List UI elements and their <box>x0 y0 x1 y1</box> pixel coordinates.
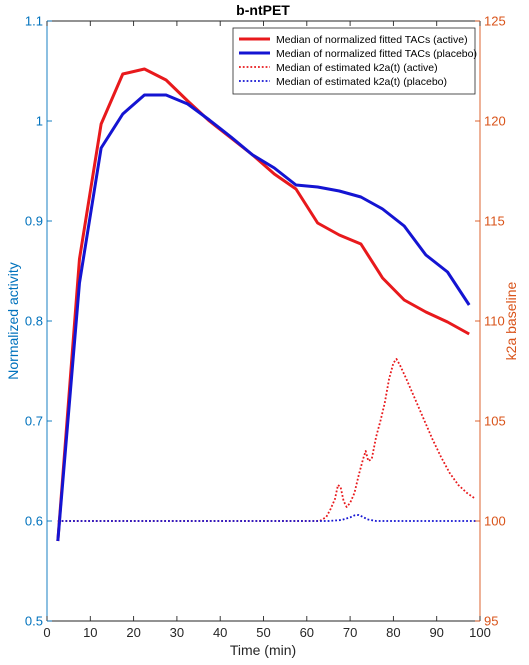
x-tick-label: 90 <box>429 625 443 640</box>
x-tick-label: 80 <box>386 625 400 640</box>
y-tick-label-left: 0.5 <box>25 614 43 629</box>
y-tick-label-left: 1.1 <box>25 14 43 29</box>
y-tick-label-right: 125 <box>484 14 506 29</box>
y-axis-label: Normalized activity <box>5 262 21 379</box>
legend-label: Median of normalized fitted TACs (placeb… <box>276 48 477 60</box>
x-axis-label: Time (min) <box>230 642 296 658</box>
y-tick-label-right: 95 <box>484 614 498 629</box>
y-tick-label-left: 0.7 <box>25 414 43 429</box>
legend-items: Median of normalized fitted TACs (active… <box>239 34 477 88</box>
x-tick-label: 100 <box>469 625 491 640</box>
x-tick-label: 20 <box>126 625 140 640</box>
legend-label: Median of estimated k2a(t) (placebo) <box>276 76 447 88</box>
chart-title: b-ntPET <box>236 2 290 18</box>
y-tick-label-left: 1 <box>36 114 43 129</box>
y-ticks-right: 95 100 105 110 115 120 125 <box>475 14 506 629</box>
series-placebo-tac <box>56 93 471 542</box>
y-tick-label-left: 0.6 <box>25 514 43 529</box>
x-tick-label: 40 <box>213 625 227 640</box>
x-tick-label: 30 <box>170 625 184 640</box>
x-tick-label: 10 <box>83 625 97 640</box>
legend-label: Median of estimated k2a(t) (active) <box>276 62 438 74</box>
x-ticks: 0 10 20 30 40 50 60 70 80 90 100 <box>43 21 491 640</box>
x-tick-label: 0 <box>43 625 50 640</box>
y-tick-label-right: 115 <box>484 214 505 229</box>
y-tick-label-left: 0.8 <box>25 314 43 329</box>
series-placebo-k2a <box>57 514 476 522</box>
y-ticks-left: 0.5 0.6 0.7 0.8 0.9 1 1.1 <box>25 14 52 629</box>
legend-label: Median of normalized fitted TACs (active… <box>276 34 468 46</box>
x-tick-label: 50 <box>256 625 270 640</box>
legend-box <box>232 27 476 95</box>
x-tick-label: 70 <box>343 625 357 640</box>
series-active-tac <box>56 67 470 542</box>
y-tick-label-right: 105 <box>484 414 506 429</box>
y-tick-label-left: 0.9 <box>25 214 43 229</box>
y-tick-label-right: 120 <box>484 114 506 129</box>
plot-area <box>47 21 480 621</box>
series-layer <box>56 67 477 542</box>
x-tick-label: 60 <box>300 625 314 640</box>
legend: Median of normalized fitted TACs (active… <box>232 27 477 95</box>
y-tick-label-right: 100 <box>484 514 506 529</box>
y-tick-label-right: 110 <box>484 314 505 329</box>
y2-axis-label: k2a baseline <box>503 281 519 360</box>
